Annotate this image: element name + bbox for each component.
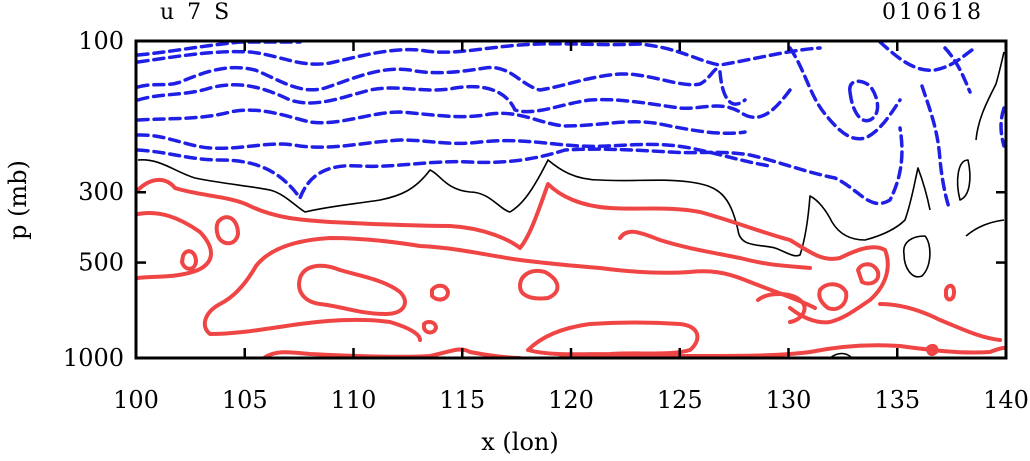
- x-tick-label: 130: [766, 386, 812, 414]
- positive-contour: [618, 229, 812, 270]
- positive-contour: [878, 302, 1002, 342]
- negative-contour: [136, 83, 792, 119]
- zero-contour: [137, 159, 931, 257]
- negative-contour: [999, 106, 1006, 148]
- negative-contour: [943, 46, 972, 94]
- zero-contour: [956, 159, 971, 201]
- positive-contour: [558, 343, 1006, 358]
- positive-contour: [518, 269, 560, 301]
- zero-contour: [975, 51, 1005, 141]
- negative-contour: [136, 42, 822, 67]
- positive-contour: [297, 263, 407, 316]
- negative-contour: [136, 108, 747, 136]
- y-tick-label: 300: [78, 178, 124, 206]
- y-tick-label: 500: [78, 249, 124, 277]
- negative-contour: [136, 126, 904, 206]
- x-tick-label: 115: [439, 386, 485, 414]
- negative-contour: [848, 79, 880, 123]
- negative-contour: [136, 65, 747, 106]
- chart-title-right: 010618: [882, 0, 984, 25]
- zero-contour: [902, 235, 931, 278]
- x-tick-label: 120: [548, 386, 594, 414]
- positive-contour: [202, 264, 422, 342]
- positive-contour: [422, 319, 438, 335]
- x-tick-label: 135: [874, 386, 920, 414]
- chart-title-left: u 7 S: [160, 0, 232, 25]
- y-axis: 100 300 500 1000: [63, 27, 1006, 372]
- y-axis-label: p (mb): [4, 160, 32, 240]
- x-tick-label: 125: [657, 386, 703, 414]
- negative-contour: [878, 41, 977, 72]
- x-axis-label: x (lon): [481, 428, 558, 456]
- positive-contour: [180, 249, 198, 271]
- positive-contour: [136, 211, 213, 280]
- negative-contour: [920, 84, 952, 212]
- positive-contour: [136, 178, 890, 325]
- positive-contour: [756, 292, 807, 324]
- positive-contour: [817, 282, 849, 311]
- positive-contour: [430, 283, 450, 302]
- y-tick-label: 1000: [63, 344, 124, 372]
- x-axis: 100 105 110 115 120 125 130 135 140: [113, 41, 1029, 414]
- x-tick-label: 105: [222, 386, 268, 414]
- positive-contour: [944, 283, 956, 302]
- negative-contour: [136, 133, 772, 168]
- x-tick-label: 110: [331, 386, 377, 414]
- positive-contour: [926, 343, 939, 357]
- zero-contour: [965, 219, 1005, 237]
- positive-contour: [214, 215, 240, 246]
- contour-field: [136, 41, 1006, 358]
- positive-contour: [526, 320, 700, 357]
- x-tick-label: 140: [983, 386, 1029, 414]
- x-tick-label: 100: [113, 386, 159, 414]
- negative-contour: [788, 46, 902, 141]
- positive-contour: [856, 262, 881, 286]
- positive-contour: [262, 347, 522, 358]
- y-tick-label: 100: [78, 27, 124, 55]
- positive-contour: [254, 236, 817, 310]
